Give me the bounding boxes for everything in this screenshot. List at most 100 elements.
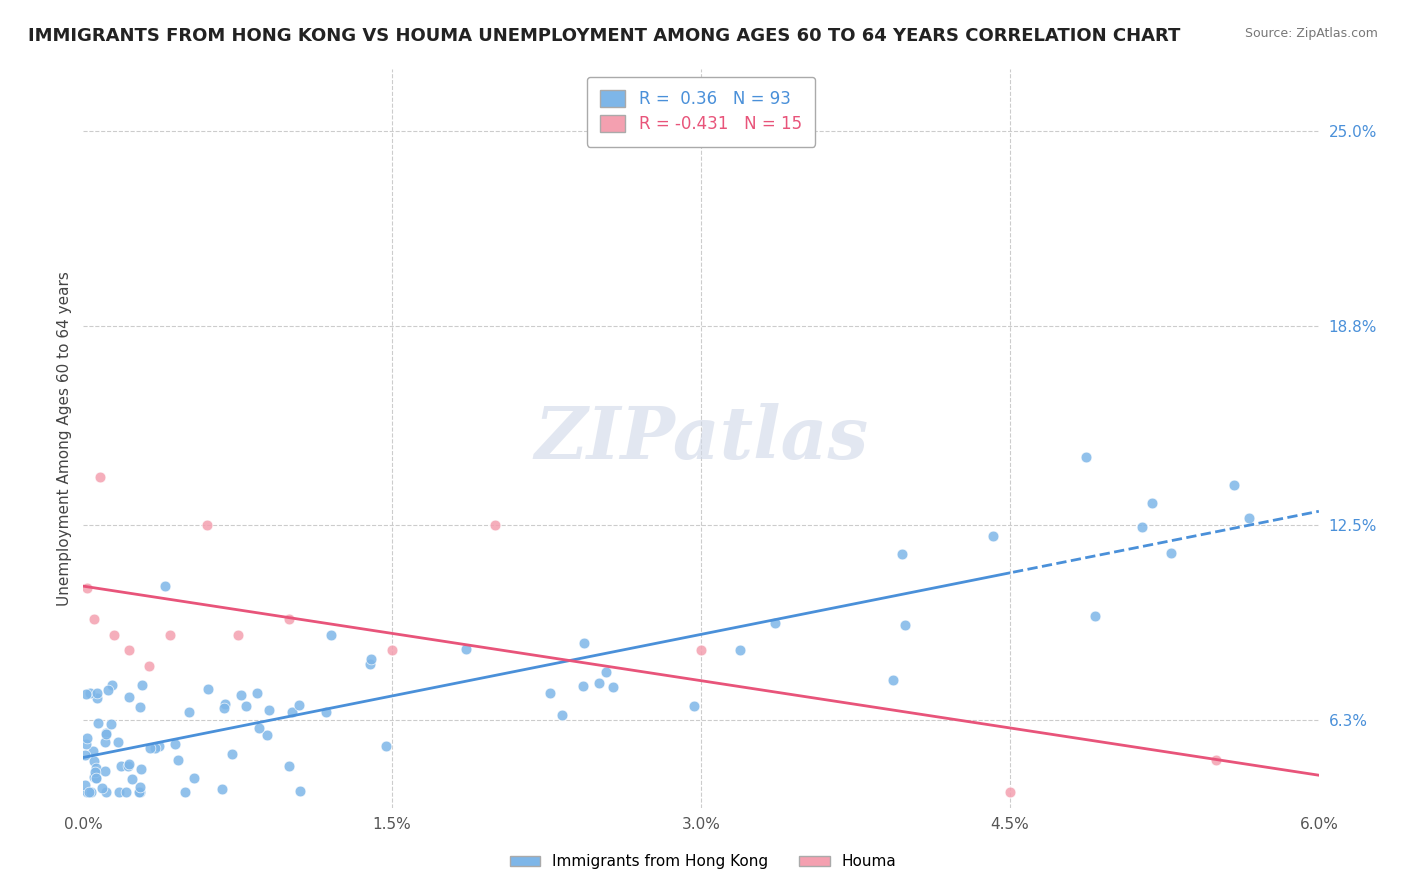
Point [97, 683, 120, 698]
Text: ZIPatlas: ZIPatlas [534, 402, 868, 474]
Point [73, 779, 96, 793]
Legend: R =  0.36   N = 93, R = -0.431   N = 15: R = 0.36 N = 93, R = -0.431 N = 15 [586, 77, 815, 146]
Point [117, 759, 139, 773]
Point [177, 705, 200, 719]
Point [131, 678, 153, 692]
Point [165, 737, 187, 751]
Point [138, 659, 160, 673]
Point [93, 764, 115, 779]
Point [195, 517, 218, 532]
Point [550, 707, 572, 722]
Point [139, 741, 162, 756]
Point [84, 761, 107, 775]
Point [80, 785, 103, 799]
Point [221, 747, 243, 761]
Point [288, 784, 311, 798]
Y-axis label: Unemployment Among Ages 60 to 64 years: Unemployment Among Ages 60 to 64 years [58, 270, 72, 606]
Point [83, 612, 105, 626]
Point [148, 739, 170, 753]
Point [129, 762, 152, 776]
Point [247, 721, 270, 735]
Point [84, 771, 107, 785]
Point [79, 686, 101, 700]
Point [159, 628, 181, 642]
Point [572, 679, 595, 693]
Point [1223, 478, 1246, 492]
Point [1084, 609, 1107, 624]
Point [96, 727, 118, 741]
Point [86, 686, 108, 700]
Point [128, 785, 150, 799]
Point [121, 772, 143, 786]
Point [381, 643, 404, 657]
Point [538, 686, 561, 700]
Point [894, 618, 917, 632]
Text: Source: ZipAtlas.com: Source: ZipAtlas.com [1244, 27, 1378, 40]
Point [277, 759, 299, 773]
Point [360, 651, 382, 665]
Point [319, 627, 342, 641]
Point [1130, 519, 1153, 533]
Point [117, 643, 139, 657]
Point [75, 737, 97, 751]
Point [167, 754, 190, 768]
Point [76, 581, 98, 595]
Point [100, 716, 122, 731]
Point [1160, 546, 1182, 560]
Legend: Immigrants from Hong Kong, Houma: Immigrants from Hong Kong, Houma [503, 848, 903, 875]
Point [108, 785, 131, 799]
Point [94, 725, 117, 739]
Point [94, 785, 117, 799]
Point [763, 615, 786, 630]
Point [278, 612, 301, 626]
Point [730, 642, 752, 657]
Point [128, 780, 150, 794]
Point [1205, 754, 1227, 768]
Point [256, 728, 278, 742]
Point [83, 755, 105, 769]
Point [86, 690, 108, 705]
Point [602, 680, 624, 694]
Point [153, 579, 176, 593]
Point [93, 735, 115, 749]
Point [375, 739, 398, 754]
Point [214, 701, 236, 715]
Point [998, 785, 1021, 799]
Point [75, 748, 97, 763]
Point [454, 642, 477, 657]
Point [572, 636, 595, 650]
Point [891, 547, 914, 561]
Point [1140, 496, 1163, 510]
Point [235, 698, 257, 713]
Point [690, 643, 713, 657]
Text: IMMIGRANTS FROM HONG KONG VS HOUMA UNEMPLOYMENT AMONG AGES 60 TO 64 YEARS CORREL: IMMIGRANTS FROM HONG KONG VS HOUMA UNEMP… [28, 27, 1181, 45]
Point [211, 782, 233, 797]
Point [90, 781, 112, 796]
Point [89, 470, 111, 484]
Point [117, 757, 139, 772]
Point [588, 676, 610, 690]
Point [882, 673, 904, 687]
Point [83, 764, 105, 779]
Point [76, 731, 98, 746]
Point [229, 688, 252, 702]
Point [315, 706, 337, 720]
Point [75, 687, 97, 701]
Point [114, 785, 136, 799]
Point [128, 785, 150, 799]
Point [197, 681, 219, 696]
Point [1074, 450, 1097, 464]
Point [76, 785, 98, 799]
Point [107, 735, 129, 749]
Point [101, 678, 124, 692]
Point [259, 703, 281, 717]
Point [245, 685, 267, 699]
Point [110, 758, 132, 772]
Point [84, 772, 107, 786]
Point [683, 699, 706, 714]
Point [103, 628, 125, 642]
Point [83, 771, 105, 785]
Point [595, 665, 617, 680]
Point [280, 705, 302, 719]
Point [484, 517, 506, 532]
